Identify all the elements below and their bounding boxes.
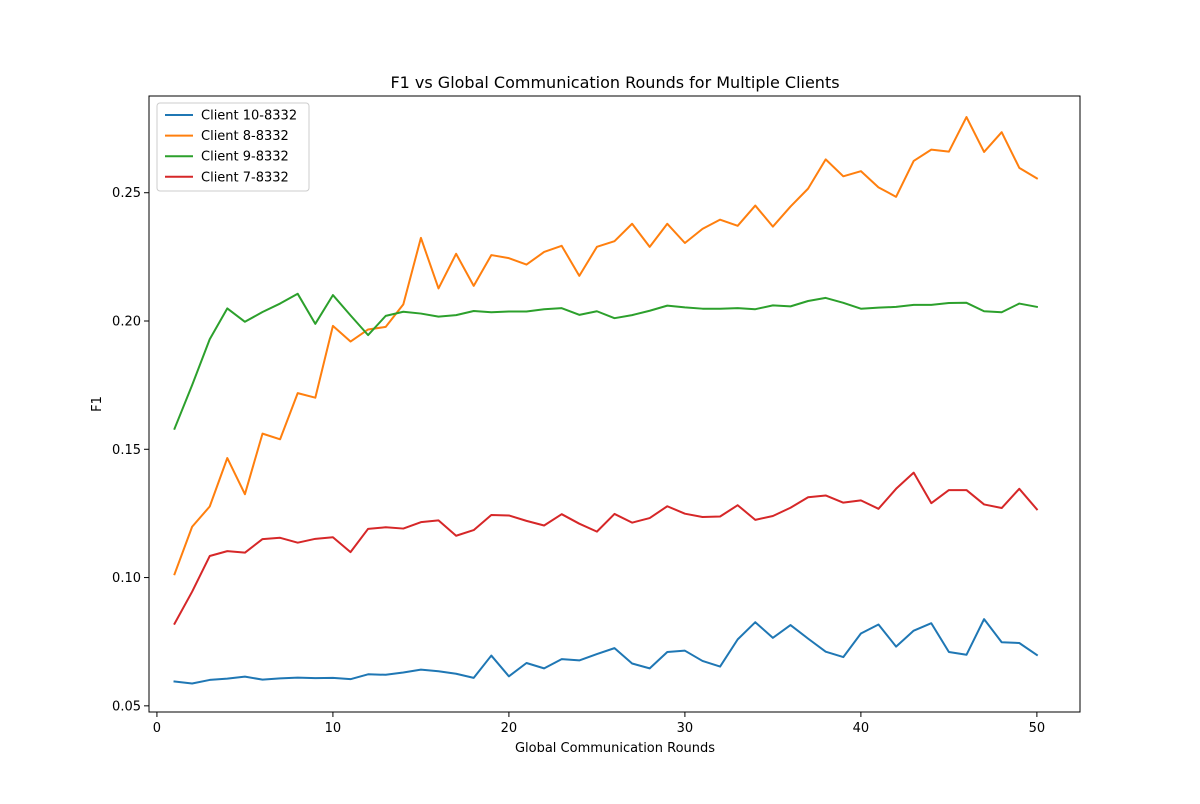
legend-label-0: Client 10-8332: [201, 109, 297, 124]
axes: 0 10 20 30 40 50 0.05 0.10 0.15 0.20 0.25: [112, 186, 1045, 736]
series-line-1: [173, 116, 1039, 576]
series-line-3: [173, 471, 1039, 626]
y-axis-label: F1: [90, 396, 105, 412]
y-tick-label: 0.15: [112, 443, 141, 458]
legend-label-2: Client 9-8332: [201, 150, 289, 165]
x-axis-label: Global Communication Rounds: [515, 741, 715, 756]
x-tick-label: 50: [1029, 721, 1046, 736]
x-tick-label: 20: [501, 721, 518, 736]
legend-box: [156, 102, 310, 192]
plot-area: [173, 116, 1039, 685]
y-tick-label: 0.05: [112, 699, 141, 714]
series-line-2: [173, 292, 1039, 431]
legend-label-1: Client 8-8332: [201, 129, 289, 144]
y-tick-label: 0.10: [112, 571, 141, 586]
series-line-0: [173, 618, 1039, 685]
x-tick-label: 40: [853, 721, 870, 736]
y-tick-label: 0.25: [112, 186, 141, 201]
x-tick-label: 30: [677, 721, 694, 736]
chart-title: F1 vs Global Communication Rounds for Mu…: [390, 73, 839, 92]
plot-frame: [148, 95, 1081, 713]
x-tick-label: 0: [153, 721, 161, 736]
x-tick-label: 10: [325, 721, 342, 736]
legend-label-3: Client 7-8332: [201, 170, 289, 185]
legend: Client 10-8332 Client 8-8332 Client 9-8332…: [156, 102, 310, 192]
y-tick-label: 0.20: [112, 315, 141, 330]
